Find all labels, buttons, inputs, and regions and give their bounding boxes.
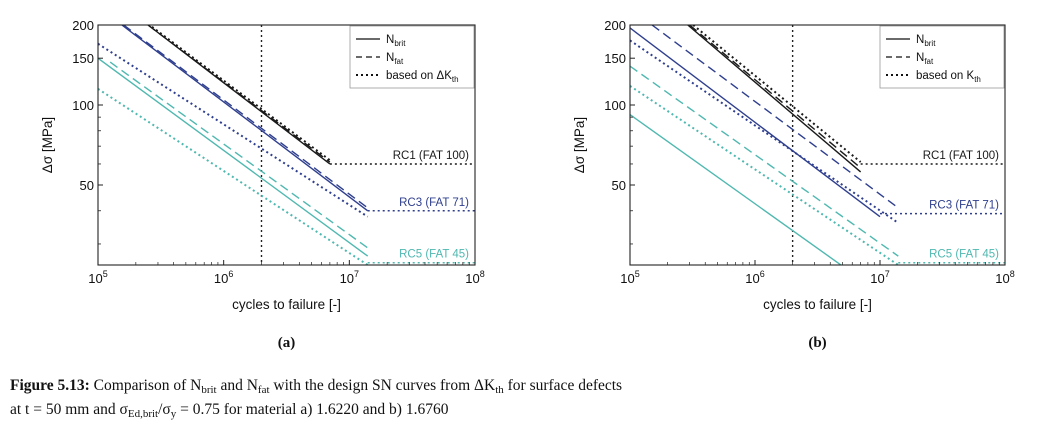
series-line-rc3-dashed: [651, 25, 899, 209]
legend-subscript: th: [452, 75, 459, 84]
legend-subscript: brit: [924, 39, 936, 48]
figure-caption: Figure 5.13: Comparison of Nbrit and Nfa…: [10, 376, 1050, 424]
x-tick-exponent: 7: [354, 269, 359, 279]
legend-subscript: brit: [394, 39, 406, 48]
x-tick-label-6: 106: [745, 269, 764, 286]
panel-label: (b): [808, 335, 826, 351]
series-line-rc5-solid: [98, 57, 369, 257]
series-line-rc5-dotted: [630, 85, 899, 265]
series-line-rc3-dotted: [98, 42, 369, 218]
chart-panel-a: RC1 (FAT 100) RC3 (FAT 71) RC5 (FAT 45) 50 1…: [40, 18, 485, 351]
y-tick-label-100: 100: [604, 98, 626, 113]
x-axis-label: cycles to failure [-]: [232, 297, 341, 312]
legend-entry-dotted: based on ΔKth: [386, 70, 459, 84]
x-tick-label-7: 107: [870, 269, 889, 286]
x-tick-label-6: 106: [214, 269, 233, 286]
legend-subscript: fat: [924, 57, 934, 66]
x-tick-exponent: 6: [760, 269, 765, 279]
x-tick-label-5: 105: [88, 269, 107, 286]
panel-label: (a): [278, 335, 296, 351]
y-tick-label-100: 100: [72, 98, 94, 113]
legend-subscript: fat: [394, 57, 404, 66]
series-line-rc3-dotted: [630, 39, 899, 224]
series-line-rc1-solid: [147, 25, 331, 165]
plot-area: [98, 25, 475, 265]
legend-entry-dotted: based on Kth: [916, 70, 981, 84]
y-axis-label: Δσ [MPa]: [572, 117, 587, 173]
series-line-rc3-dashed: [123, 25, 369, 209]
series-line-rc5-dotted: [98, 88, 369, 265]
chart-panel-b: RC1 (FAT 100) RC3 (FAT 71) RC5 (FAT 45) 50 1…: [572, 18, 1015, 351]
series-line-rc1-dotted: [147, 25, 331, 161]
x-tick-label-8: 108: [995, 269, 1014, 286]
series-line-rc5-solid: [630, 114, 843, 265]
plot-frame: [629, 24, 1006, 266]
y-tick-label-150: 150: [72, 51, 94, 66]
x-tick-label-5: 105: [620, 269, 639, 286]
y-tick-label-150: 150: [604, 51, 626, 66]
series-line-rc3-solid: [630, 27, 881, 218]
x-tick-exponent: 6: [228, 269, 233, 279]
fat-label-3: RC5 (FAT 45): [929, 249, 999, 261]
caption-line-1: Figure 5.13: Comparison of Nbrit and Nfa…: [10, 377, 623, 396]
fat-label-2: RC3 (FAT 71): [929, 200, 999, 212]
x-tick-exponent: 5: [635, 269, 640, 279]
series-line-rc1-dashed: [689, 25, 862, 169]
x-tick-label-7: 107: [340, 269, 359, 286]
fat-label-2: RC3 (FAT 71): [399, 197, 469, 209]
series-line-rc1-solid: [687, 25, 862, 173]
y-tick-label-200: 200: [72, 18, 94, 33]
plot-area: [630, 25, 1005, 265]
x-axis-label: cycles to failure [-]: [763, 297, 872, 312]
x-tick-exponent: 5: [103, 269, 108, 279]
fat-label-1: RC1 (FAT 100): [393, 150, 469, 162]
x-tick-exponent: 8: [480, 269, 485, 279]
x-tick-exponent: 8: [1010, 269, 1015, 279]
x-tick-exponent: 7: [885, 269, 890, 279]
y-tick-label-50: 50: [80, 178, 94, 193]
fat-label-3: RC5 (FAT 45): [399, 249, 469, 261]
series-line-rc5-dashed: [109, 61, 369, 249]
series-line-rc3-solid: [121, 25, 369, 212]
caption-line-2: at t = 50 mm and σEd,brit/σy = 0.75 for …: [10, 401, 449, 420]
series-line-rc1-dashed: [147, 25, 331, 163]
y-axis-label: Δσ [MPa]: [40, 117, 55, 173]
plot-frame: [97, 24, 476, 266]
legend-box: [879, 25, 1005, 89]
series-line-rc5-dashed: [630, 65, 899, 257]
y-tick-label-200: 200: [604, 18, 626, 33]
y-tick-label-50: 50: [612, 178, 626, 193]
fat-label-1: RC1 (FAT 100): [923, 150, 999, 162]
series-line-rc1-dotted: [692, 25, 862, 163]
legend-subscript: th: [974, 75, 981, 84]
x-tick-label-8: 108: [465, 269, 484, 286]
